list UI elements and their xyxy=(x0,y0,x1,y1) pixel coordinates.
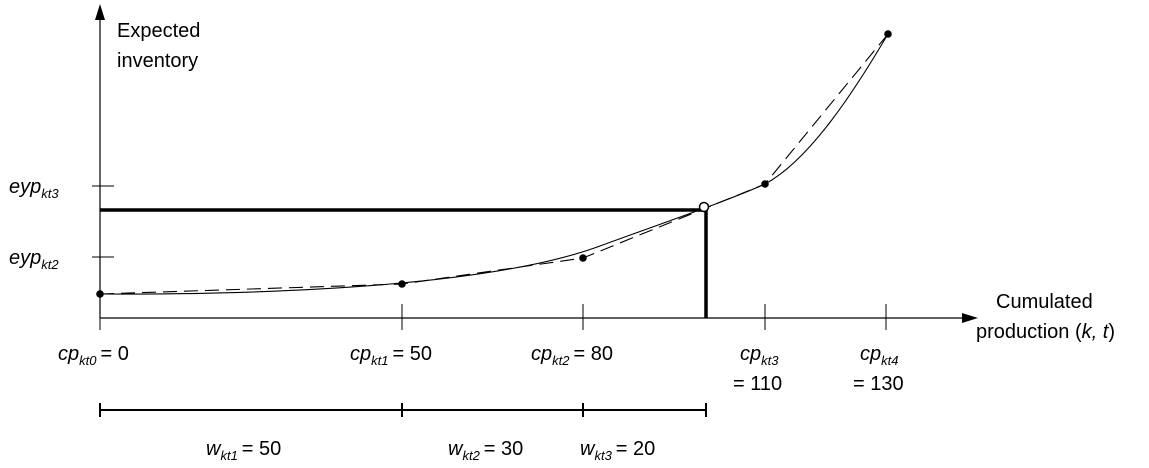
breakpoint-kt0 xyxy=(96,290,104,298)
breakpoint-kt4 xyxy=(884,30,892,38)
y-tick-label-eyp-kt3: eypkt3 xyxy=(9,176,59,201)
x-tick-label-cp-kt3: cpkt3 xyxy=(740,343,779,368)
breakpoint-kt1 xyxy=(398,280,406,288)
y-tick-label-eyp-kt2: eypkt2 xyxy=(9,247,59,272)
x-axis-label-line2: production (k, t) xyxy=(976,321,1115,343)
breakpoint-kt2 xyxy=(579,254,587,262)
x-axis-label-line1: Cumulated xyxy=(996,291,1093,313)
x-tick-label-cp-kt1: cpkt1 = 50 xyxy=(350,343,432,368)
interval-label-w-kt3: wkt3 = 20 xyxy=(580,438,655,463)
x-tick-label-cp-kt0: cpkt0 = 0 xyxy=(58,343,129,368)
x-axis-arrow xyxy=(962,313,978,323)
x-tick-label-cp-kt2: cpkt2 = 80 xyxy=(531,343,613,368)
interval-label-w-kt2: wkt2 = 30 xyxy=(448,438,523,463)
target-point xyxy=(698,201,710,213)
breakpoint-kt3 xyxy=(761,180,769,188)
x-tick-value-cp-kt4: = 130 xyxy=(853,373,904,395)
y-axis-arrow xyxy=(95,4,105,20)
interval-label-w-kt1: wkt1 = 50 xyxy=(206,438,281,463)
x-tick-value-cp-kt3: = 110 xyxy=(733,373,782,395)
inventory-curve xyxy=(99,33,889,295)
linear-approximation xyxy=(99,33,889,295)
y-axis-label-line1: Expected xyxy=(117,20,200,42)
x-tick-label-cp-kt4: cpkt4 xyxy=(860,343,898,368)
y-axis-label-line2: inventory xyxy=(117,50,198,72)
